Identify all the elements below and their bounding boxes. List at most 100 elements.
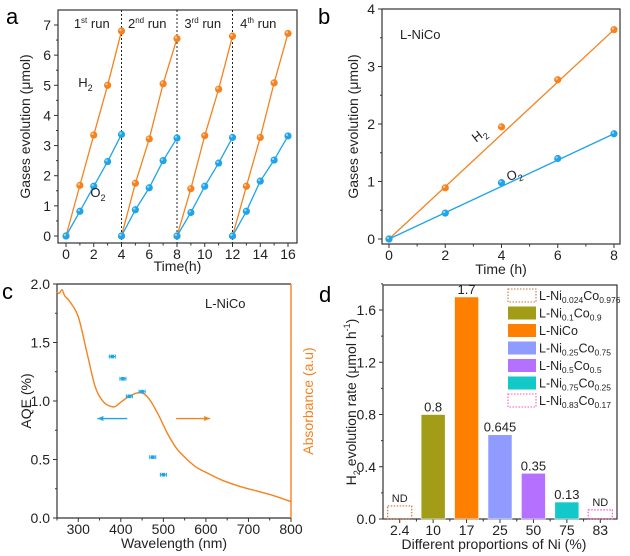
data-point-o2-highlight (63, 233, 67, 237)
data-point-h2 (131, 179, 139, 187)
data-point-h2-highlight (244, 183, 247, 187)
x-tick-label: 16 (280, 246, 296, 262)
run-ordinal-suffix: rd (192, 16, 199, 25)
panel-label-d: d (319, 282, 331, 307)
legend-swatch (507, 393, 537, 408)
y-tick-label: 2 (367, 116, 375, 132)
data-point-o2-highlight (133, 207, 136, 210)
data-point-h2-highlight (105, 82, 108, 86)
data-point-o2-highlight (555, 156, 558, 159)
x-tick-label: 4 (118, 246, 126, 262)
data-point-h2-highlight (442, 185, 446, 188)
x-tick-label: 300 (67, 521, 91, 537)
data-point-o2-highlight (119, 132, 122, 135)
data-point-o2 (159, 157, 167, 165)
legend-label: L-Ni0.024Co0.976 (539, 289, 621, 305)
legend-prefix: L-Ni (539, 307, 562, 321)
x-tick-label: 2.4 (390, 522, 410, 538)
panel-title-c: L-NiCo (205, 296, 245, 311)
y-tick-label: 0 (367, 231, 375, 247)
run-number: 3 (184, 16, 191, 31)
legend-subscript: 0.5 (590, 365, 602, 375)
series-annotation: H2 (78, 75, 92, 93)
x-tick-label: 50 (526, 522, 542, 538)
fit-line-h2 (388, 29, 615, 240)
data-point-o2-highlight (188, 210, 191, 213)
legend-subscript: 0.024 (562, 295, 584, 305)
data-point-o2 (228, 133, 237, 142)
data-point-h2-highlight (230, 33, 233, 37)
bar (454, 296, 479, 520)
run-label: 4th run (240, 16, 276, 31)
ylabel-base: H (343, 475, 359, 485)
legend-mid: Co (574, 359, 590, 373)
y-tick-label: 2 (43, 168, 51, 184)
legend-label: L-Ni0.25Co0.75 (539, 342, 611, 358)
legend-subscript: 0.75 (562, 383, 579, 393)
legend-prefix: L-Ni (539, 394, 562, 408)
x-tick-label: 17 (459, 522, 475, 538)
data-point-h2-highlight (216, 86, 219, 90)
data-point-h2 (173, 34, 181, 43)
bar-not-detected (387, 505, 413, 520)
run-label: 3rd run (184, 16, 221, 31)
legend-swatch (508, 376, 536, 390)
y-axis-label-a: Gases evolution (μmol) (17, 54, 33, 198)
x-tick-label: 0 (62, 246, 70, 262)
ylabel-superscript: -1 (342, 323, 352, 331)
y-tick-label: 1.5 (31, 335, 51, 351)
fit-line-o2 (388, 133, 615, 240)
series-line-o2 (231, 135, 289, 237)
legend-subscript: 0.976 (599, 295, 621, 305)
data-point-o2 (117, 232, 126, 240)
x-tick-label: 700 (237, 521, 261, 537)
x-axis-label-b: Time (h) (475, 261, 527, 277)
data-point-o2 (497, 179, 506, 187)
data-point-h2-highlight (257, 135, 261, 138)
series-annotation: H2 (469, 124, 491, 147)
data-point-o2-highlight (202, 183, 205, 187)
bar (487, 434, 513, 520)
data-point-h2-highlight (160, 81, 164, 84)
data-point-o2 (76, 207, 84, 215)
legend-prefix: L-Ni (539, 342, 562, 356)
y-tick-label: 0.5 (31, 452, 51, 468)
data-point-o2 (62, 232, 70, 240)
y-tick-label: 0.0 (357, 511, 377, 527)
data-point-o2-highlight (230, 135, 233, 138)
data-point-h2 (145, 135, 153, 143)
legend-subscript: 0.25 (594, 383, 611, 393)
run-ordinal-suffix: nd (135, 16, 144, 25)
x-tick-label: 6 (554, 247, 562, 263)
y-tick-label: 4 (367, 1, 375, 17)
legend-prefix: L-NiCo (539, 324, 578, 338)
data-point-o2 (385, 235, 393, 243)
legend-subscript: 0.9 (590, 313, 602, 323)
annotation-subscript: 2 (481, 131, 491, 142)
data-point-o2-highlight (174, 233, 178, 237)
run-label: 1st run (74, 16, 110, 31)
data-point-o2 (256, 177, 264, 185)
bar-not-detected (587, 509, 613, 520)
legend-swatch (507, 288, 537, 303)
legend-label: L-Ni0.83Co0.17 (539, 394, 611, 410)
x-tick-label: 0 (385, 247, 393, 263)
data-point-o2 (131, 206, 139, 214)
legend-label: L-NiCo (539, 324, 578, 338)
data-point-o2-highlight (174, 135, 178, 139)
right-axis-label-c: Absorbance (a.u) (300, 347, 316, 454)
series-annotation: O2 (504, 165, 524, 187)
data-point-h2-highlight (285, 31, 289, 34)
data-point-o2-highlight (77, 208, 80, 212)
legend-subscript: 0.5 (562, 365, 574, 375)
legend-label: L-Ni0.1Co0.9 (539, 307, 602, 323)
ylabel-rest: evolution rate (μmol h (343, 331, 359, 470)
data-point-h2-highlight (611, 27, 615, 30)
data-point-h2 (76, 181, 84, 189)
data-point-o2 (228, 232, 237, 240)
legend-prefix: L-Ni (539, 289, 562, 303)
arrow-left-icon (97, 416, 104, 422)
legend-mid: Co (578, 394, 594, 408)
